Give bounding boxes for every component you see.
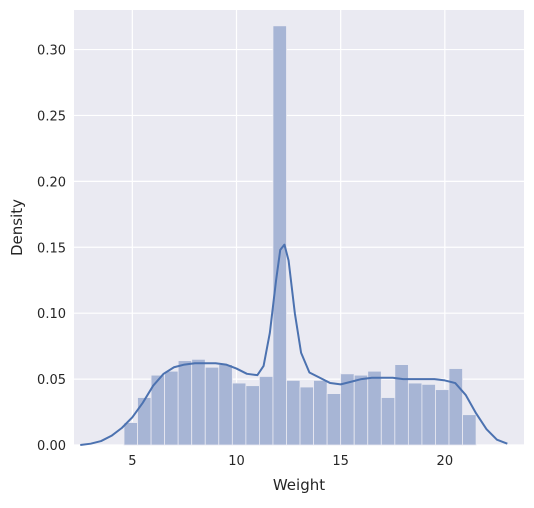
histogram-bar bbox=[380, 397, 396, 446]
histogram-bar bbox=[462, 414, 477, 446]
histogram-bar bbox=[191, 358, 206, 446]
x-tick-label: 10 bbox=[228, 454, 245, 469]
grid-lines bbox=[74, 10, 524, 446]
x-tick-label: 15 bbox=[332, 454, 349, 469]
histogram-bar bbox=[394, 364, 409, 446]
y-tick-label: 0.30 bbox=[37, 44, 66, 59]
histogram-bar bbox=[164, 370, 179, 446]
histogram-bar bbox=[177, 360, 193, 446]
y-tick-label: 0.10 bbox=[37, 307, 66, 322]
kde-curve-group bbox=[80, 243, 508, 446]
kde-line bbox=[80, 243, 508, 446]
y-tick-label: 0.00 bbox=[37, 439, 66, 454]
histogram-bar bbox=[231, 382, 247, 446]
histogram-bar bbox=[407, 382, 423, 446]
histogram-bars bbox=[123, 25, 477, 446]
histogram-bar bbox=[353, 374, 369, 446]
y-tick-label: 0.15 bbox=[37, 241, 66, 256]
histogram-bar bbox=[259, 376, 274, 446]
x-tick-labels: 5 10 15 20 bbox=[128, 454, 453, 469]
y-tick-label: 0.25 bbox=[37, 109, 66, 124]
y-tick-label: 0.20 bbox=[37, 175, 66, 190]
y-axis-label: Density bbox=[8, 199, 26, 256]
x-axis-label: Weight bbox=[273, 476, 325, 494]
histogram-bar bbox=[421, 383, 436, 446]
histogram-bar bbox=[448, 368, 463, 446]
histogram-bar bbox=[218, 364, 233, 446]
y-tick-labels: 0.00 0.05 0.10 0.15 0.20 0.25 0.30 bbox=[37, 44, 66, 454]
histogram-bar bbox=[272, 25, 287, 446]
histogram-bar bbox=[137, 397, 152, 446]
histogram-bar bbox=[299, 386, 314, 446]
histogram-bar bbox=[123, 422, 138, 446]
y-tick-label: 0.05 bbox=[37, 373, 66, 388]
x-tick-label: 20 bbox=[437, 454, 454, 469]
histogram-bar bbox=[286, 380, 301, 446]
histogram-bar bbox=[326, 393, 342, 446]
histogram-bar bbox=[435, 389, 450, 446]
histogram-bar bbox=[245, 385, 260, 446]
histogram-bar bbox=[313, 380, 328, 446]
histogram-bar bbox=[367, 370, 382, 446]
histogram-bar bbox=[204, 366, 220, 446]
x-tick-label: 5 bbox=[128, 454, 136, 469]
